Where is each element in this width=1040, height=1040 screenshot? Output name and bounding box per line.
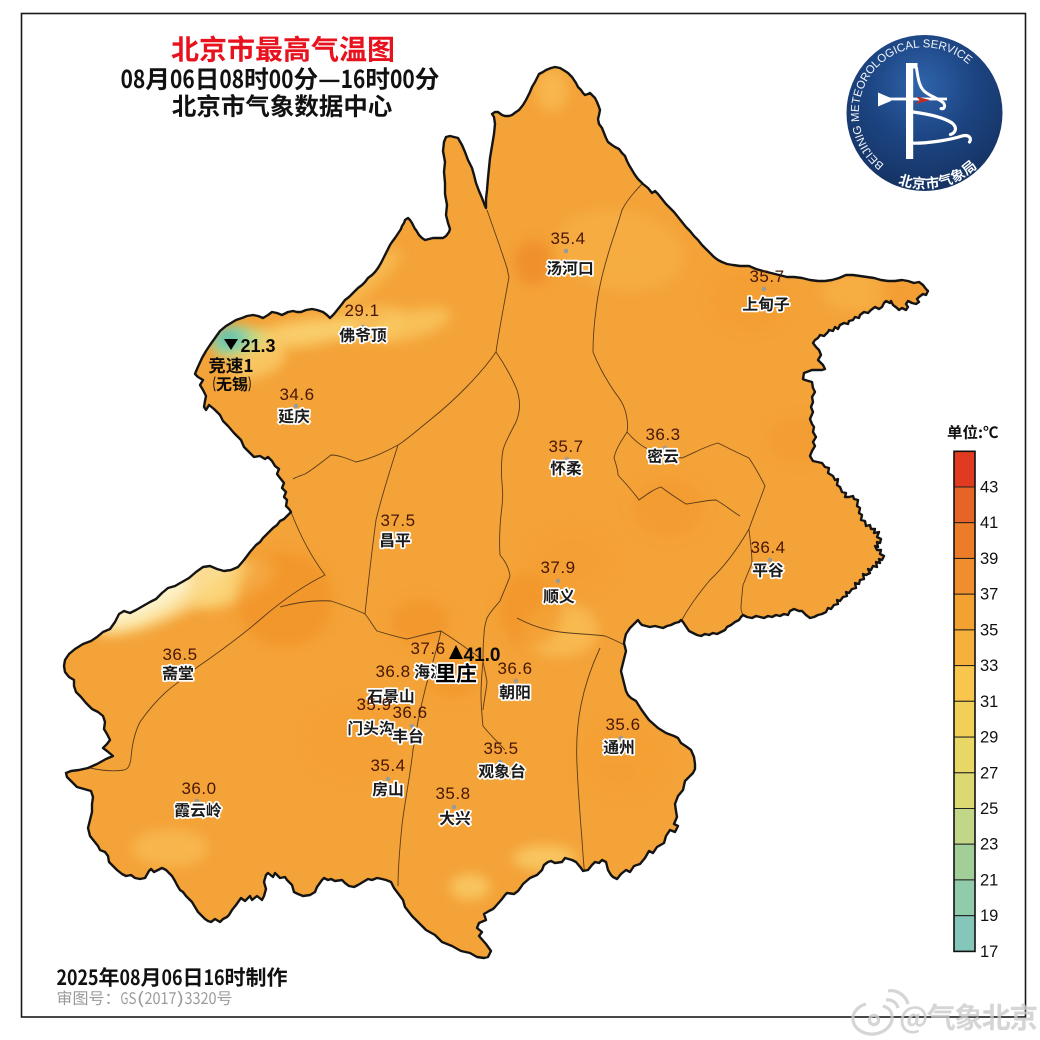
svg-text:35.5: 35.5 [483,739,518,758]
svg-text:36.4: 36.4 [750,538,785,557]
svg-text:35.4: 35.4 [550,229,585,248]
svg-text:19: 19 [980,907,998,925]
svg-text:35.4: 35.4 [370,756,405,775]
svg-text:35: 35 [980,621,998,639]
svg-text:39: 39 [980,550,998,568]
svg-text:27: 27 [980,764,998,782]
svg-text:35.7: 35.7 [749,267,784,286]
svg-text:37: 37 [980,586,998,604]
svg-text:25: 25 [980,800,998,818]
svg-text:37.5: 37.5 [380,511,415,530]
svg-text:37.9: 37.9 [540,558,575,577]
svg-text:36.6: 36.6 [392,703,427,722]
svg-text:35.9: 35.9 [356,695,391,714]
svg-text:37.6: 37.6 [410,639,445,658]
svg-text:17: 17 [980,943,998,961]
svg-text:33: 33 [980,657,998,675]
svg-text:34.6: 34.6 [279,385,314,404]
svg-text:36.0: 36.0 [181,779,216,798]
svg-text:43: 43 [980,479,998,497]
svg-text:36.6: 36.6 [497,659,532,678]
svg-text:41.0: 41.0 [464,645,501,666]
svg-text:36.5: 36.5 [162,645,197,664]
svg-text:29.1: 29.1 [344,301,379,320]
svg-text:21: 21 [980,871,998,889]
svg-text:35.6: 35.6 [605,715,640,734]
svg-text:35.8: 35.8 [435,784,470,803]
svg-text:36.8: 36.8 [375,662,410,681]
svg-text:21.3: 21.3 [240,336,275,356]
svg-text:23: 23 [980,836,998,854]
svg-text:36.3: 36.3 [645,425,680,444]
svg-text:35.7: 35.7 [548,437,583,456]
svg-text:29: 29 [980,729,998,747]
svg-text:31: 31 [980,693,998,711]
svg-text:41: 41 [980,514,998,532]
